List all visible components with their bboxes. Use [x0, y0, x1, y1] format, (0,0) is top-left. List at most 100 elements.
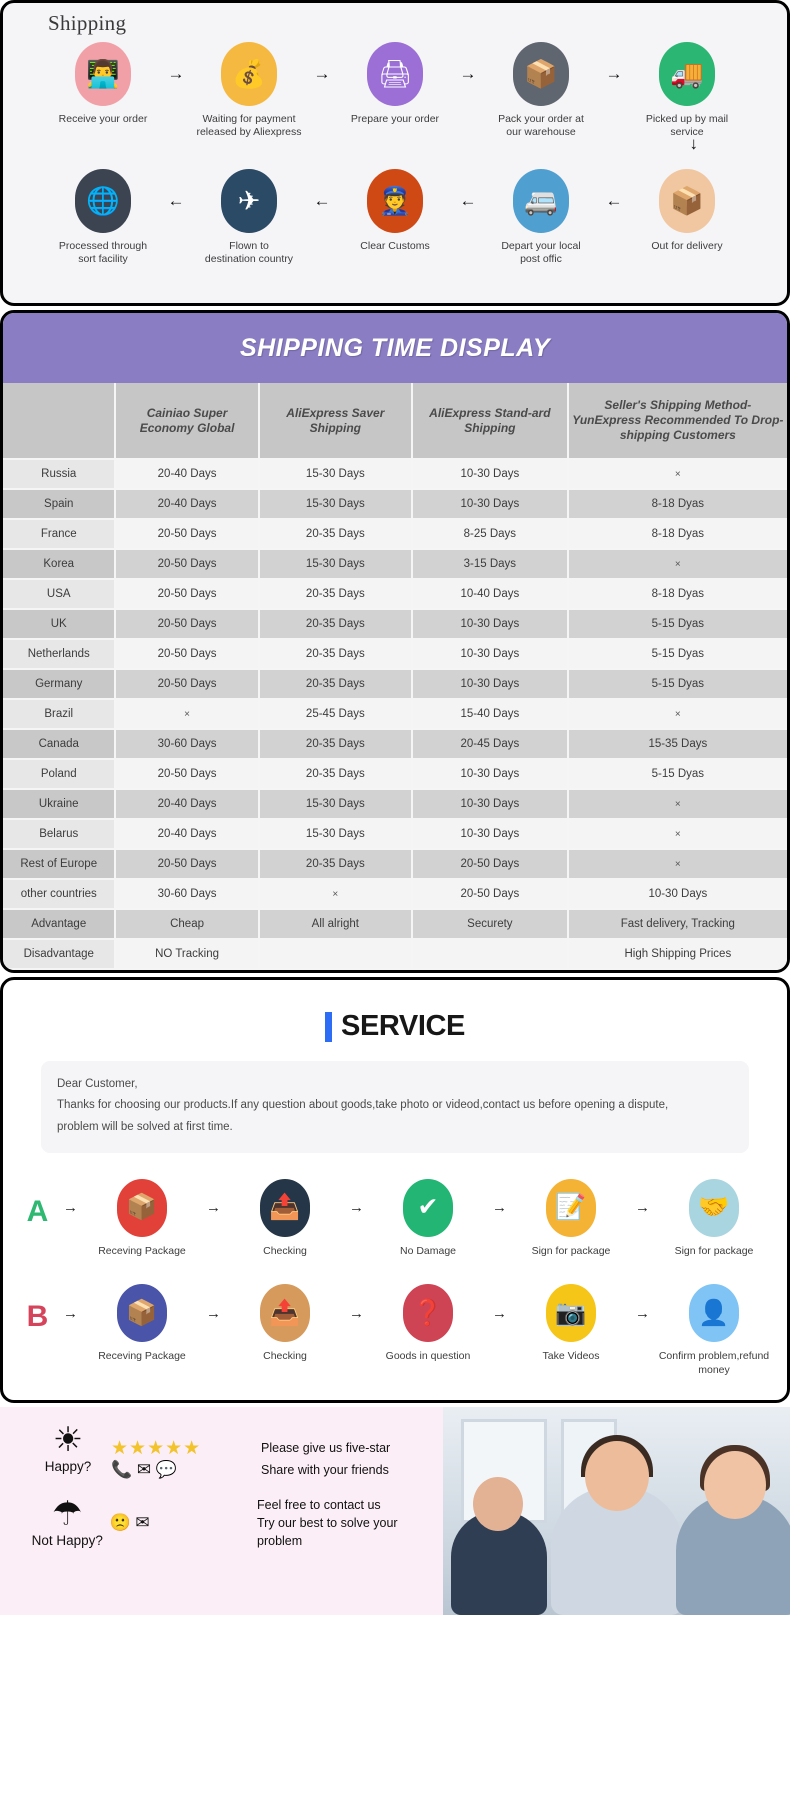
- table-cell: Cheap: [115, 909, 260, 940]
- table-row-label: Canada: [3, 729, 117, 760]
- shipping-step: 🚐 Depart your local post offic: [485, 169, 597, 266]
- table-cell: 20-50 Days: [115, 519, 260, 550]
- table-cell: 5-15 Dyas: [567, 609, 787, 640]
- table-cell: 5-15 Dyas: [567, 669, 787, 700]
- table-cell: 10-30 Days: [412, 759, 569, 790]
- table-row: Belarus 20-40 Days 15-30 Days 10-30 Days ×: [3, 819, 787, 850]
- service-step-label: Sign for package: [674, 1244, 754, 1257]
- table-row: France 20-50 Days 20-35 Days 8-25 Days 8-18 …: [3, 519, 787, 550]
- arrow-right-icon: →: [167, 64, 185, 83]
- table-row: Disadvantage NO Tracking High Shipping Pri…: [3, 939, 787, 970]
- shipping-step: 👨‍💻 Receive your order: [47, 42, 159, 126]
- table-cell: 10-30 Days: [412, 789, 569, 820]
- notice-line-3: problem will be solved at first time.: [57, 1120, 233, 1133]
- arrow-right-icon: →: [313, 64, 331, 83]
- table-column-header-0: [3, 383, 117, 460]
- contact-us-text: Feel free to contact us Try our best to …: [257, 1496, 443, 1550]
- shipping-flow-row-2: 🌐 Processed through sort facility ← ✈ Flown t…: [3, 169, 787, 266]
- shipping-step-label: Clear Customs: [360, 240, 430, 253]
- table-cell: 10-30 Days: [412, 639, 569, 670]
- airplane-icon: ✈: [221, 169, 277, 234]
- service-step: ❓ Goods in question: [372, 1284, 485, 1364]
- table-row: Ukraine 20-40 Days 15-30 Days 10-30 Days ×: [3, 789, 787, 820]
- table-row: Germany 20-50 Days 20-35 Days 10-30 Days 5-1…: [3, 669, 787, 700]
- arrow-right-icon: →: [349, 1304, 364, 1322]
- check-mark-icon: ✔: [403, 1178, 453, 1237]
- five-star-request-text: Please give us five-star: [261, 1441, 391, 1456]
- service-notice: Dear Customer, Thanks for choosing our p…: [41, 1061, 749, 1153]
- table-cell: 20-50 Days: [115, 669, 260, 700]
- shipping-step-label: Pack your order at our warehouse: [498, 113, 584, 139]
- table-cell: 15-30 Days: [258, 459, 414, 490]
- arrow-right-icon: →: [206, 1199, 221, 1217]
- table-cell: 15-40 Days: [412, 699, 569, 730]
- table-cell: 20-35 Days: [258, 639, 414, 670]
- table-cell: Fast delivery, Tracking: [567, 909, 787, 940]
- table-cell: ×: [115, 699, 260, 730]
- table-row: Canada 30-60 Days 20-35 Days 20-45 Days 15-3…: [3, 729, 787, 760]
- table-cell: 10-40 Days: [412, 579, 569, 610]
- service-step-label: Receving Package: [98, 1244, 186, 1257]
- sort-facility-icon: 🌐: [75, 169, 131, 234]
- camera-icon: 📷: [546, 1284, 596, 1343]
- table-cell: 20-50 Days: [412, 879, 569, 910]
- table-cell: 20-50 Days: [115, 579, 260, 610]
- shipping-step: 📦 Pack your order at our warehouse: [485, 42, 597, 139]
- shipping-step: 💰 Waiting for payment released by Aliexpre…: [193, 42, 305, 139]
- table-cell: 15-30 Days: [258, 789, 414, 820]
- feedback-happy-line-1: ☀ Happy? ★★★★★ Please give us five-star: [25, 1423, 443, 1474]
- service-step: 📝 Sign for package: [515, 1178, 628, 1259]
- table-cell: 20-35 Days: [258, 519, 414, 550]
- table-row: Korea 20-50 Days 15-30 Days 3-15 Days ×: [3, 549, 787, 580]
- shipping-time-table: Cainiao Super Economy Global AliExpress S…: [3, 383, 787, 970]
- table-cell: 20-45 Days: [412, 729, 569, 760]
- sad-face-and-mail-icons: 🙁 ✉: [109, 1512, 150, 1532]
- feedback-happy-line-2: 📞 ✉ 💬 Share with your friends: [25, 1460, 443, 1480]
- table-row: Spain 20-40 Days 15-30 Days 10-30 Days 8-18 …: [3, 489, 787, 520]
- table-row-label: Spain: [3, 489, 117, 520]
- table-cell: 20-35 Days: [258, 849, 414, 880]
- table-row-label: Rest of Europe: [3, 849, 117, 880]
- arrow-right-icon: →: [635, 1304, 650, 1322]
- table-cell: High Shipping Prices: [567, 939, 787, 970]
- shipping-step: 🌐 Processed through sort facility: [47, 169, 159, 266]
- table-cell: 20-35 Days: [258, 609, 414, 640]
- table-cell: 8-18 Dyas: [567, 579, 787, 610]
- photo-agent-right: [676, 1444, 790, 1615]
- table-cell: 10-30 Days: [412, 489, 569, 520]
- service-flow-row-b: B → 📦 Receving Package → 📤 Checking → ❓ Goods in …: [3, 1284, 787, 1377]
- service-step-label: Confirm problem,refund money: [658, 1350, 770, 1377]
- shipping-section-title: Shipping: [48, 11, 127, 35]
- contact-icons: 📞 ✉ 💬: [111, 1459, 178, 1479]
- customs-officer-icon: 👮: [367, 169, 423, 234]
- shipping-time-table-card: SHIPPING TIME DISPLAY Cainiao Super Econ…: [0, 310, 790, 973]
- happy-mood-label: Happy?: [44, 1458, 92, 1474]
- service-step: 🤝 Sign for package: [658, 1178, 771, 1259]
- table-row: Netherlands 20-50 Days 20-35 Days 10-30 Day…: [3, 639, 787, 670]
- table-cell: 20-50 Days: [115, 609, 260, 640]
- mail-truck-icon: 🚚: [659, 42, 715, 106]
- service-accent-bar-icon: [325, 1011, 332, 1042]
- table-cell: 10-30 Days: [412, 609, 569, 640]
- sun-icon: ☀: [52, 1420, 84, 1459]
- tan-box-icon: 📤: [260, 1284, 310, 1343]
- table-cell: ×: [567, 699, 787, 730]
- shipping-flow-card: Shipping 👨‍💻 Receive your order → 💰 Waiting …: [0, 0, 790, 306]
- table-cell: 30-60 Days: [115, 879, 260, 910]
- table-cell: ×: [567, 819, 787, 850]
- shipping-step-label: Prepare your order: [350, 113, 440, 125]
- table-cell: 15-35 Days: [567, 729, 787, 760]
- table-row-label: Advantage: [3, 909, 117, 940]
- arrow-right-icon: →: [605, 64, 623, 83]
- service-step: 📦 Receving Package: [86, 1284, 199, 1364]
- question-box-icon: ❓: [403, 1284, 453, 1343]
- service-step-label: Receving Package: [98, 1350, 186, 1363]
- open-box-icon: 📤: [260, 1178, 310, 1237]
- parcel-box-icon: 📦: [659, 169, 715, 234]
- table-cell: ×: [567, 849, 787, 880]
- feedback-section: ☀ Happy? ★★★★★ Please give us five-star …: [0, 1406, 790, 1615]
- service-card: SERVICE Dear Customer, Thanks for choosi…: [0, 977, 790, 1403]
- contact-us-line-1: Feel free to contact us: [257, 1497, 381, 1512]
- shipping-step-label: Depart your local post offic: [501, 240, 581, 266]
- table-column-header-2: AliExpress Saver Shipping: [258, 383, 414, 460]
